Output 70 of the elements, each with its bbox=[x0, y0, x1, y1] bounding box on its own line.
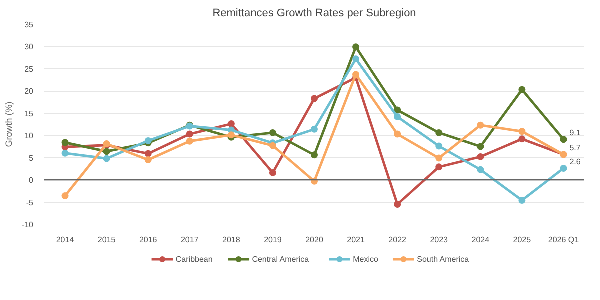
point bbox=[518, 136, 526, 143]
chart-title: Remittances Growth Rates per Subregion bbox=[212, 8, 416, 20]
point bbox=[477, 153, 484, 160]
y-tick-label: -10 bbox=[22, 220, 34, 230]
point bbox=[436, 154, 443, 162]
point bbox=[144, 150, 152, 158]
point bbox=[518, 128, 526, 136]
point bbox=[560, 165, 568, 172]
point bbox=[352, 71, 360, 78]
x-tick-label: 2025 bbox=[513, 236, 532, 244]
point bbox=[103, 148, 110, 156]
x-tick-label: 2016 bbox=[139, 236, 158, 244]
legend-label: Central America bbox=[252, 255, 310, 264]
point bbox=[352, 56, 360, 63]
legend-label: Mexico bbox=[353, 255, 380, 264]
legend-label: South America bbox=[417, 255, 470, 264]
point bbox=[62, 139, 69, 146]
point bbox=[352, 44, 360, 51]
point bbox=[228, 120, 235, 128]
point bbox=[186, 138, 194, 145]
point bbox=[269, 142, 276, 150]
point bbox=[436, 164, 443, 171]
point bbox=[269, 169, 276, 176]
point bbox=[311, 95, 318, 102]
point bbox=[144, 137, 152, 144]
y-tick-label: 20 bbox=[24, 87, 34, 96]
point bbox=[518, 197, 526, 204]
point bbox=[394, 113, 402, 120]
x-tick-label: 2018 bbox=[222, 236, 241, 244]
annotation: 2.6 bbox=[570, 158, 582, 166]
x-tick-label: 2014 bbox=[56, 236, 75, 244]
annotation: 9.1 bbox=[570, 128, 582, 138]
y-tick-label: 5 bbox=[29, 154, 34, 163]
y-tick-label: 25 bbox=[24, 64, 34, 74]
point bbox=[394, 201, 402, 208]
point bbox=[394, 106, 402, 114]
point bbox=[103, 155, 110, 162]
point bbox=[144, 156, 152, 164]
x-tick-label: 2020 bbox=[306, 236, 324, 244]
point bbox=[62, 150, 69, 157]
x-tick-label: 2026 Q1 bbox=[548, 236, 580, 244]
point bbox=[477, 122, 484, 129]
y-tick-label: 10 bbox=[24, 132, 34, 141]
y-tick-label: 35 bbox=[24, 20, 34, 30]
y-tick-label: 15 bbox=[24, 109, 34, 118]
x-tick-label: 2017 bbox=[180, 236, 200, 244]
x-tick-label: 2023 bbox=[430, 236, 449, 244]
y-tick-label: 0 bbox=[29, 176, 34, 186]
point bbox=[62, 192, 69, 200]
point bbox=[477, 166, 484, 174]
point bbox=[186, 130, 194, 138]
annotation: 5.7 bbox=[570, 144, 582, 153]
y-tick-label: -5 bbox=[26, 198, 34, 208]
point bbox=[436, 142, 443, 150]
point bbox=[311, 152, 318, 159]
x-tick-label: 2022 bbox=[388, 236, 408, 244]
legend-label: Caribbean bbox=[176, 255, 213, 264]
y-tick-label: 30 bbox=[24, 42, 34, 52]
x-tick-label: 2015 bbox=[98, 236, 116, 244]
point bbox=[436, 129, 443, 136]
x-tick-label: 2024 bbox=[472, 236, 490, 244]
point bbox=[560, 136, 568, 144]
x-tick-label: 2021 bbox=[347, 236, 366, 244]
point bbox=[518, 86, 526, 94]
point bbox=[477, 143, 484, 150]
point bbox=[394, 130, 402, 138]
y-axis-title: Growth (%) bbox=[4, 102, 14, 148]
point bbox=[311, 126, 318, 133]
x-tick-label: 2019 bbox=[264, 236, 282, 244]
point bbox=[269, 129, 276, 136]
